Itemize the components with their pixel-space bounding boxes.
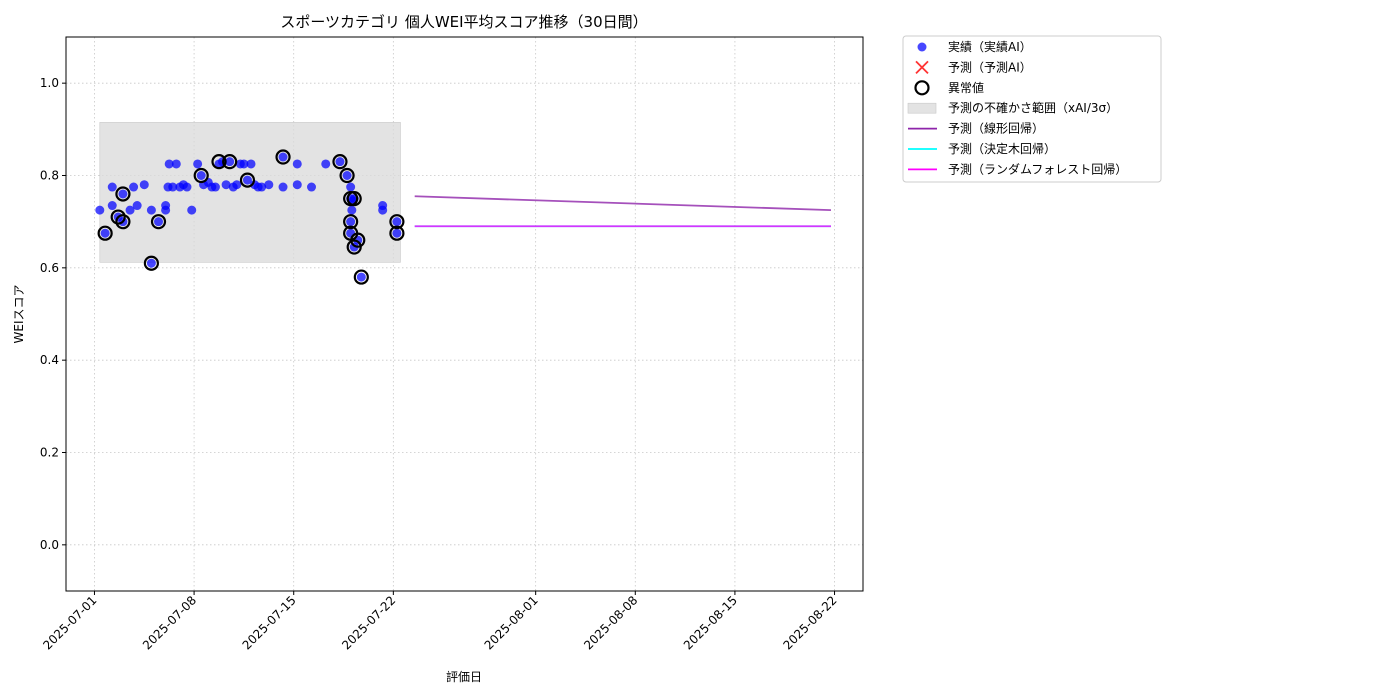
actual-point xyxy=(232,180,242,190)
actual-point xyxy=(146,258,156,268)
actual-point xyxy=(154,217,164,227)
actual-point xyxy=(107,201,117,211)
actual-point xyxy=(242,175,252,185)
actual-point xyxy=(257,182,267,192)
actual-point xyxy=(264,180,274,190)
anomaly-marker xyxy=(110,209,126,225)
actual-point xyxy=(132,201,142,211)
legend-box xyxy=(902,35,1162,183)
legend-label: 実績（実績AI） xyxy=(948,39,1032,54)
legend-label: 予測の不確かさ範囲（xAI/3σ） xyxy=(948,100,1118,115)
anomaly-marker xyxy=(343,214,359,230)
anomaly-marker xyxy=(211,154,227,170)
actual-point xyxy=(307,182,317,192)
chart-title: スポーツカテゴリ 個人WEI平均スコア推移（30日間） xyxy=(280,13,647,31)
x-axis-title: 評価日 xyxy=(446,669,482,684)
anomaly-marker xyxy=(115,214,131,230)
anomaly-marker xyxy=(222,154,238,170)
actual-point xyxy=(347,205,357,215)
plot-frame xyxy=(65,36,864,592)
actual-point xyxy=(196,171,206,180)
actual-point xyxy=(342,171,352,180)
actual-point xyxy=(356,272,366,282)
anomaly-marker xyxy=(389,214,405,230)
anomaly-marker xyxy=(150,214,167,230)
actual-point xyxy=(278,152,288,162)
actual-point xyxy=(378,205,388,215)
y-tick-label: 0.0 xyxy=(40,538,59,552)
actual-point xyxy=(164,159,174,169)
actual-point xyxy=(321,159,331,169)
y-tick-label: 1.0 xyxy=(40,76,59,90)
actual-point xyxy=(182,182,192,192)
actual-point xyxy=(187,205,197,215)
legend-label: 異常値 xyxy=(948,80,984,95)
actual-point xyxy=(168,182,178,192)
anomaly-marker xyxy=(389,225,405,241)
actual-point xyxy=(239,159,249,169)
legend-label: 予測（予測AI） xyxy=(948,60,1032,74)
actual-point xyxy=(107,182,117,192)
legend-label: 予測（線形回帰） xyxy=(948,121,1044,136)
y-tick-label: 0.2 xyxy=(40,446,59,460)
anomaly-marker xyxy=(239,172,256,188)
anomaly-marker xyxy=(97,225,113,241)
y-tick-label: 0.6 xyxy=(40,261,59,275)
y-tick-label: 0.4 xyxy=(40,353,59,367)
anomaly-marker xyxy=(339,167,355,184)
actual-point xyxy=(118,189,128,199)
anomaly-marker xyxy=(332,154,348,170)
actual-point xyxy=(139,180,149,190)
actual-point xyxy=(193,159,203,169)
forecast-line xyxy=(414,195,832,212)
anomaly-marker xyxy=(275,149,291,165)
actual-point xyxy=(225,157,235,167)
anomaly-marker xyxy=(346,190,362,207)
actual-point xyxy=(246,159,256,169)
actual-point xyxy=(292,180,302,190)
actual-point xyxy=(129,182,139,192)
actual-point xyxy=(278,182,288,192)
y-tick-label: 0.8 xyxy=(40,169,59,183)
anomaly-marker xyxy=(353,269,369,285)
actual-point xyxy=(392,228,402,238)
y-axis-title: WEIスコア xyxy=(12,285,26,344)
actual-point xyxy=(346,182,356,192)
actual-point xyxy=(171,159,181,169)
anomaly-marker xyxy=(143,255,159,271)
legend-swatch-actual xyxy=(917,42,927,52)
actual-point xyxy=(392,217,402,227)
legend-swatch-anomaly xyxy=(914,80,930,96)
actual-point xyxy=(100,228,110,238)
actual-point xyxy=(161,205,171,215)
actual-point xyxy=(346,217,356,227)
actual-point xyxy=(146,205,156,215)
actual-point xyxy=(221,180,231,190)
legend-label: 予測（ランダムフォレスト回帰） xyxy=(948,161,1127,176)
actual-point xyxy=(292,159,302,169)
legend-label: 予測（決定木回帰） xyxy=(948,141,1056,156)
actual-point xyxy=(95,205,105,215)
legend-swatch-band xyxy=(907,102,937,114)
actual-point xyxy=(125,205,135,215)
actual-point xyxy=(210,182,220,192)
actual-point xyxy=(335,157,345,167)
anomaly-marker xyxy=(193,167,209,184)
legend-swatch-prediction xyxy=(915,60,929,75)
anomaly-marker xyxy=(115,186,131,202)
anomaly-marker xyxy=(350,232,366,248)
